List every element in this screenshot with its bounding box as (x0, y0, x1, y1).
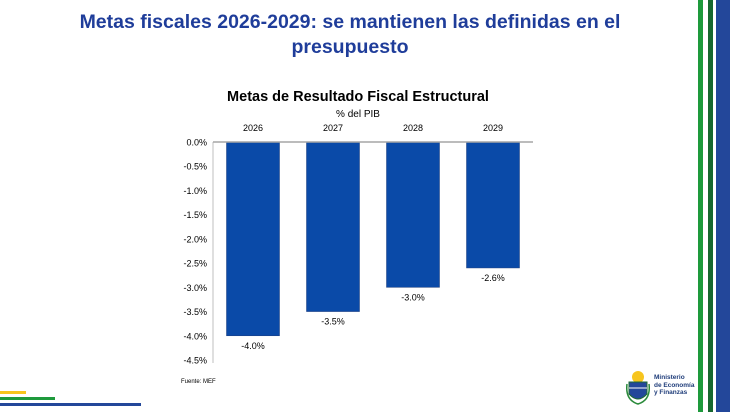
data-label: -4.0% (241, 341, 265, 351)
data-label: -3.5% (321, 317, 345, 327)
green-stripe (698, 0, 703, 412)
y-tick-label: -1.0% (183, 186, 207, 196)
bar-2028 (386, 141, 440, 288)
y-tick-label: -2.5% (183, 259, 207, 269)
logo-line-2: de Economía (654, 381, 695, 389)
logo-line-3: y Finanzas (654, 389, 688, 396)
bar-2027 (306, 141, 360, 312)
data-label: -3.0% (401, 292, 425, 302)
x-tick-label: 2028 (403, 123, 423, 133)
dark-green-stripe (708, 0, 713, 412)
coat-of-arms-icon (625, 371, 651, 405)
y-tick-label: -4.0% (183, 331, 207, 341)
y-tick-label: -2.0% (183, 234, 207, 244)
chart-title: Metas de Resultado Fiscal Estructural (227, 89, 489, 105)
chart-subtitle: % del PIB (336, 109, 380, 120)
blue-stripe (716, 0, 730, 412)
x-tick-label: 2026 (243, 123, 263, 133)
blue-line (0, 403, 141, 406)
logo-line-1: Ministerio (654, 374, 685, 381)
slide-title: Metas fiscales 2026-2029: se mantienen l… (79, 11, 621, 58)
data-label: -2.6% (481, 273, 505, 283)
y-tick-label: 0.0% (186, 138, 207, 148)
x-tick-label: 2027 (323, 123, 343, 133)
y-tick-label: -1.5% (183, 210, 207, 220)
x-tick-label: 2029 (483, 123, 503, 133)
y-tick-label: -3.0% (183, 283, 207, 293)
y-tick-label: -3.5% (183, 307, 207, 317)
y-tick-label: -4.5% (183, 356, 207, 366)
y-tick-label: -0.5% (183, 162, 207, 172)
ministry-logo: Ministerio de Economía y Finanzas (624, 368, 704, 408)
source-note: Fuente: MEF (181, 379, 216, 385)
bar-2029 (466, 141, 520, 269)
bar-2026 (226, 141, 280, 337)
green-line (0, 397, 55, 400)
yellow-line (0, 391, 26, 394)
